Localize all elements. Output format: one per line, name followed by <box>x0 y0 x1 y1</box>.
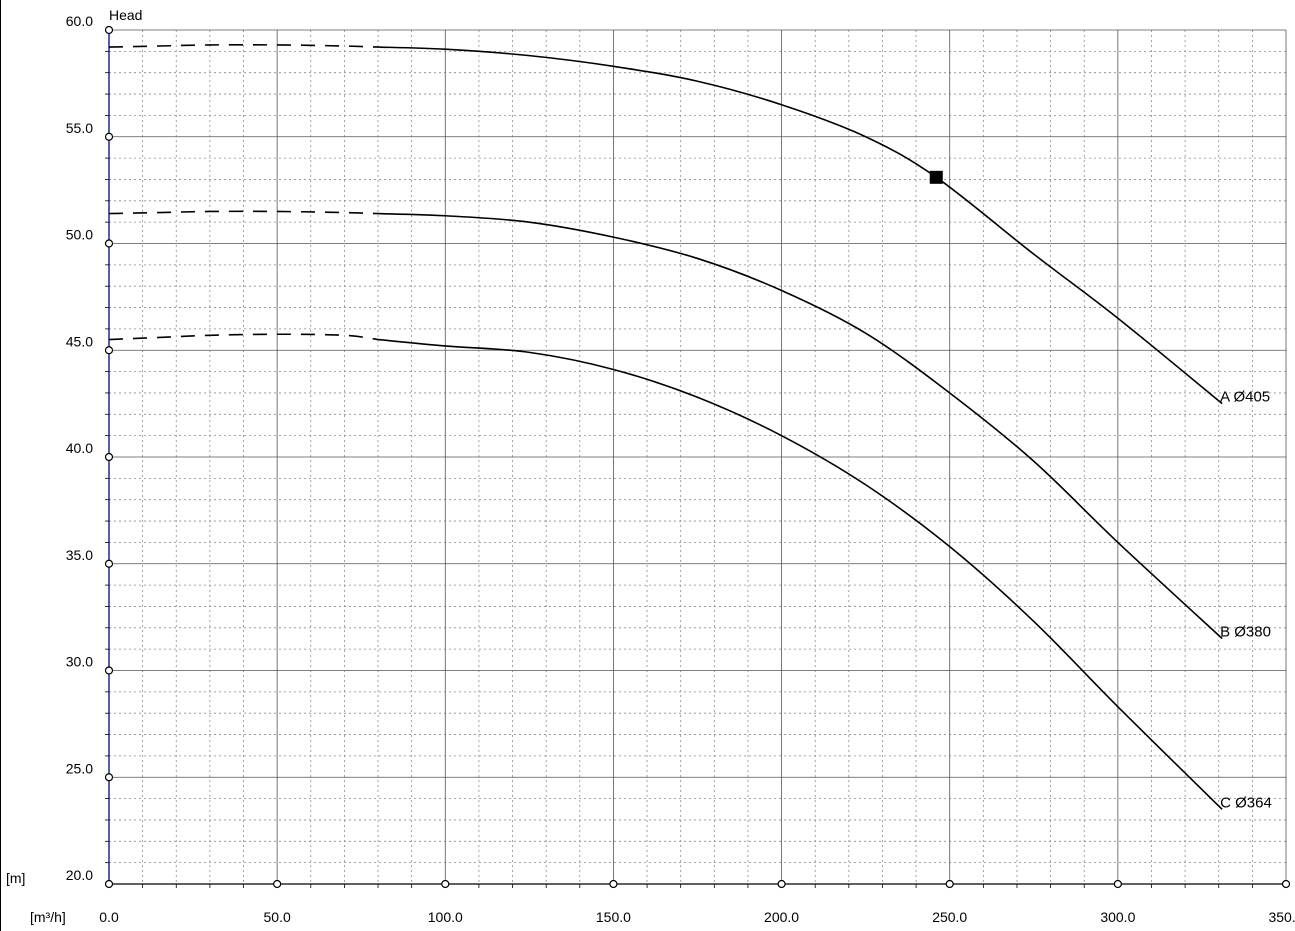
x-tick-label: 200.0 <box>764 909 799 925</box>
y-tick-label: 30.0 <box>66 654 93 670</box>
y-tick-marker <box>104 239 114 248</box>
minor-grid <box>109 30 1286 884</box>
series-2-dashed-segment <box>108 333 379 341</box>
x-tick-label: 250.0 <box>932 909 967 925</box>
y-tick-marker <box>104 879 114 889</box>
series-0-curve <box>378 46 1223 405</box>
y-tick-label: 55.0 <box>66 120 93 136</box>
x-tick-marker <box>441 879 450 889</box>
x-tick-label: 150.0 <box>596 909 631 925</box>
series-1-dashed-segment <box>108 210 379 215</box>
series-label: B Ø380 <box>1220 623 1271 640</box>
y-tick-marker <box>104 452 114 462</box>
series-1-curve <box>378 212 1223 640</box>
y-axis-unit: [m] <box>6 870 25 886</box>
y-tick-marker <box>104 666 114 675</box>
series-label: C Ø364 <box>1220 794 1272 811</box>
x-tick-marker <box>777 879 786 889</box>
y-tick-marker <box>104 346 114 355</box>
series-2-curve <box>377 338 1223 810</box>
y-tick-label: 60.0 <box>66 13 93 29</box>
y-tick-label: 50.0 <box>66 227 93 243</box>
x-tick-label: 100.0 <box>428 909 463 925</box>
y-tick-marker <box>104 132 114 141</box>
y-tick-label: 45.0 <box>66 333 93 349</box>
operating-point-marker <box>929 170 943 184</box>
x-tick-label: 350.0 <box>1268 909 1295 925</box>
y-tick-label: 35.0 <box>66 547 93 563</box>
series-0-dashed-segment <box>108 44 379 48</box>
x-tick-marker <box>609 879 618 889</box>
y-tick-label: 25.0 <box>66 760 93 776</box>
y-axis-title: Head <box>109 7 142 23</box>
y-tick-marker <box>104 773 114 782</box>
x-tick-marker <box>273 879 282 889</box>
x-tick-label: 50.0 <box>264 909 291 925</box>
x-axis-unit: [m³/h] <box>30 909 66 925</box>
major-grid <box>109 29 1287 884</box>
y-tick-label: 40.0 <box>66 440 93 456</box>
y-tick-marker <box>104 559 114 568</box>
y-tick-marker <box>104 25 114 35</box>
x-tick-marker <box>945 879 954 889</box>
x-tick-label: 300.0 <box>1100 909 1135 925</box>
x-tick-marker <box>1281 879 1291 889</box>
y-tick-label: 20.0 <box>66 867 93 883</box>
x-tick-label: 0.0 <box>99 909 119 925</box>
labels: 20.0 25.0 30.0 35.0 40.0 45.0 50.0 55.0 60.0 0.0 5… <box>6 7 1295 925</box>
x-tick-marker <box>1113 879 1122 889</box>
curves <box>108 44 1223 810</box>
series-label: A Ø405 <box>1220 389 1270 406</box>
